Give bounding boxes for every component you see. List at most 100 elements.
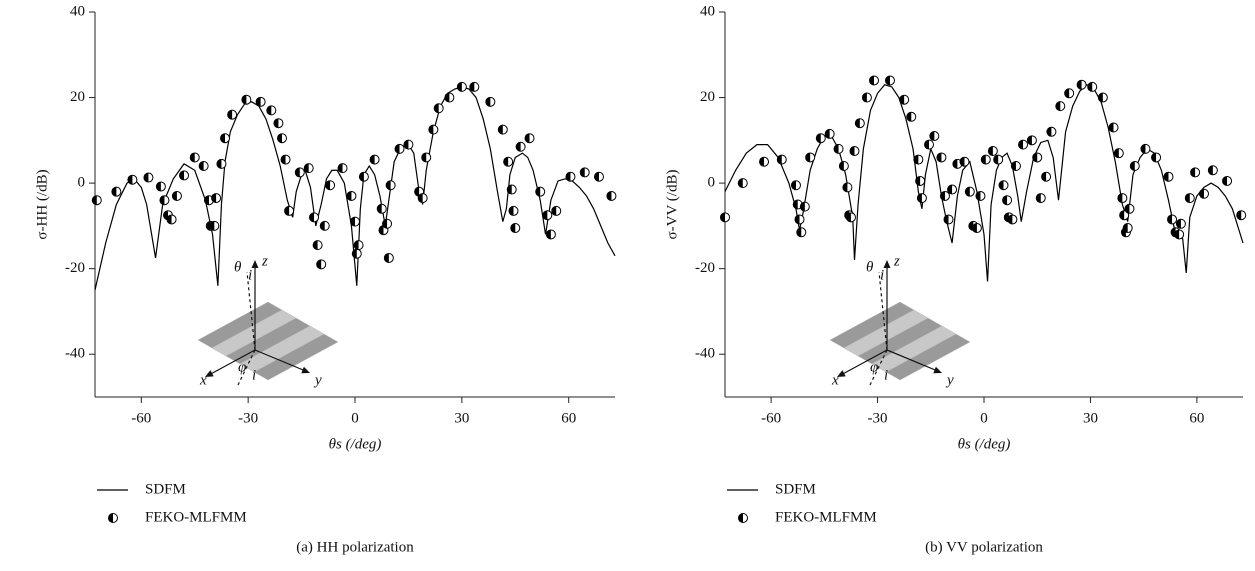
scatter-point [198, 161, 209, 171]
scatter-point [1207, 165, 1218, 176]
scatter-point [485, 96, 496, 107]
scatter-point [720, 212, 730, 223]
marker-half [206, 221, 211, 231]
marker-half [172, 191, 177, 201]
x-tick-label: -60 [761, 410, 781, 426]
scatter-point [1140, 143, 1151, 154]
marker-half [1222, 176, 1228, 186]
marker-half [1109, 123, 1114, 132]
scatter-point [1035, 193, 1046, 204]
scatter-point [987, 146, 998, 157]
scatter-point [869, 75, 880, 86]
marker-half [869, 75, 875, 85]
scatter-point [469, 81, 480, 92]
diagram-line [869, 349, 888, 386]
marker-half [839, 161, 844, 171]
scatter-point [971, 223, 982, 234]
diagram-line [237, 349, 256, 386]
scatter-point [303, 163, 314, 174]
marker-half [594, 172, 599, 182]
diagram-line [838, 349, 888, 377]
y-tick-label: -40 [65, 346, 85, 362]
marker-half [929, 131, 935, 141]
inset-label: y [945, 372, 954, 388]
marker-half [281, 155, 286, 165]
marker-half [551, 206, 557, 216]
marker-half [92, 195, 97, 205]
marker-half [738, 513, 743, 523]
scatter-point [346, 190, 357, 201]
scatter-point [790, 180, 801, 191]
marker-half [959, 157, 965, 167]
caption: (a) HH polarization [296, 539, 414, 555]
scatter-point [805, 152, 816, 163]
arrow-head [205, 370, 214, 377]
scatter-point [1236, 210, 1247, 221]
marker-half [241, 95, 247, 105]
inset-label: φ [870, 359, 878, 375]
marker-half [993, 155, 999, 165]
marker-half [850, 146, 855, 156]
marker-half [1036, 193, 1041, 203]
scatter-point [794, 214, 805, 225]
marker-half [370, 155, 375, 165]
marker-half [508, 206, 514, 216]
arrow-head [883, 260, 891, 268]
scatter-point [1222, 175, 1233, 186]
marker-half [111, 187, 117, 197]
scatter-point [1198, 188, 1209, 199]
marker-half [825, 129, 830, 139]
marker-half [284, 206, 290, 216]
scatter-point [325, 180, 336, 191]
scatter-point [1163, 171, 1174, 182]
marker-half [127, 175, 133, 185]
scatter-point [444, 92, 455, 103]
scatter-point [189, 152, 200, 163]
marker-half [354, 240, 359, 250]
marker-half [163, 210, 169, 220]
scatter-point [845, 212, 856, 223]
scatter-point [227, 109, 238, 120]
scatter-point [428, 124, 439, 135]
marker-half [199, 161, 204, 171]
marker-half [1199, 189, 1204, 199]
scatter-point [980, 154, 991, 165]
marker-half [1185, 193, 1190, 203]
scatter-point [284, 205, 295, 216]
marker-half [981, 155, 986, 165]
marker-half [350, 217, 355, 227]
marker-half [1151, 152, 1157, 162]
scatter-point [551, 205, 562, 216]
scatter-point [1076, 79, 1087, 90]
scatter-point [1119, 210, 1130, 221]
scatter-point [737, 178, 748, 189]
inset-label: x [831, 372, 839, 388]
marker-half [266, 105, 272, 115]
scatter-point [385, 180, 396, 191]
marker-half [1208, 165, 1213, 175]
inset-label: x [199, 372, 207, 388]
marker-half [338, 163, 343, 173]
scatter-point [799, 201, 810, 212]
scatter-point [337, 163, 348, 174]
scatter-point [854, 118, 865, 129]
scatter-point [1041, 171, 1052, 182]
inset-label: θ [234, 259, 242, 275]
diagram-line [878, 271, 888, 351]
marker-half [793, 200, 798, 209]
scatter-point [383, 252, 394, 263]
marker-half [1077, 80, 1082, 90]
diagram-line [206, 349, 256, 377]
marker-half [325, 180, 331, 190]
scatter-point [1002, 195, 1013, 206]
scatter-point [1046, 126, 1057, 137]
marker-half [906, 112, 912, 122]
caption: (b) VV polarization [925, 539, 1043, 555]
marker-half [469, 82, 475, 92]
scatter-point [1167, 214, 1178, 225]
marker-half [204, 195, 209, 205]
x-axis-label: θs (/deg) [958, 436, 1011, 452]
marker-half [944, 214, 949, 224]
y-axis-label: σ-VV (/dB) [664, 170, 680, 240]
scatter-point [884, 75, 895, 86]
